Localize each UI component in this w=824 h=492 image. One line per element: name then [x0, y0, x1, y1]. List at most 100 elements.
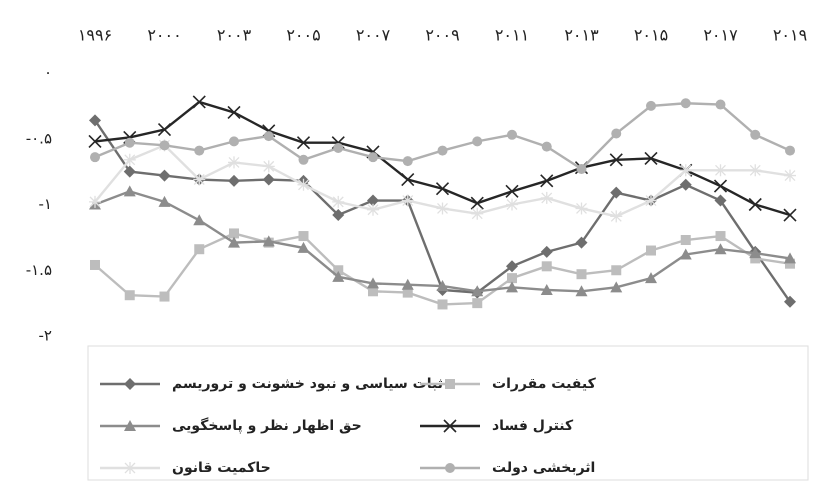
- data-point: [679, 164, 692, 177]
- data-point: [401, 194, 414, 207]
- data-point: [785, 145, 795, 156]
- data-point: [333, 265, 344, 276]
- data-point: [159, 140, 170, 151]
- data-point: [611, 265, 622, 276]
- data-point: [506, 198, 518, 211]
- x-tick-label: ۲۰۱۷: [703, 26, 738, 45]
- data-point: [611, 128, 622, 139]
- data-point: [193, 173, 206, 186]
- data-point: [715, 99, 726, 110]
- data-point: [158, 169, 171, 182]
- data-point: [401, 278, 414, 290]
- data-point: [715, 231, 726, 242]
- data-point: [575, 285, 588, 297]
- data-point: [541, 141, 552, 152]
- x-tick-label: ۲۰۰۰: [147, 26, 181, 45]
- data-point: [298, 154, 309, 165]
- data-point: [784, 252, 796, 264]
- data-point: [193, 214, 206, 226]
- data-point: [610, 281, 623, 293]
- data-point: [159, 291, 170, 302]
- data-point: [123, 165, 136, 178]
- x-tick-label: ۲۰۰۷: [356, 26, 391, 45]
- data-point: [540, 283, 553, 295]
- data-point: [88, 134, 102, 148]
- series-line: [94, 100, 791, 217]
- data-point: [262, 235, 275, 247]
- legend-label: کیفیت مقررات: [492, 376, 597, 392]
- data-point: [228, 156, 240, 169]
- x-tick-label: ۲۰۰۵: [286, 26, 320, 45]
- data-point: [123, 185, 136, 197]
- x-tick-label: ۲۰۱۱: [495, 26, 529, 45]
- x-tick-label: ۲۰۱۹: [773, 26, 807, 45]
- data-point: [367, 194, 379, 207]
- data-point: [646, 245, 656, 256]
- data-point: [332, 209, 345, 222]
- data-point: [679, 248, 692, 260]
- data-point: [157, 122, 172, 137]
- data-point: [646, 100, 656, 111]
- data-point: [644, 151, 658, 166]
- legend-label: حاکمیت قانون: [172, 460, 271, 476]
- data-point: [229, 228, 239, 239]
- data-point: [472, 298, 483, 309]
- data-point: [713, 179, 728, 193]
- data-point: [435, 182, 450, 196]
- data-point: [609, 153, 623, 167]
- data-point: [540, 245, 553, 258]
- data-point: [124, 137, 135, 148]
- data-point: [680, 235, 691, 246]
- data-point: [296, 136, 311, 150]
- data-point: [262, 173, 275, 186]
- data-point: [368, 286, 378, 297]
- series-line: [94, 102, 791, 171]
- data-point: [749, 247, 762, 259]
- data-point: [401, 172, 415, 187]
- data-point: [714, 194, 727, 207]
- legend-marker: [124, 378, 136, 390]
- data-point: [194, 244, 205, 255]
- data-point: [228, 174, 240, 187]
- data-point: [471, 285, 484, 297]
- data-point: [262, 160, 275, 173]
- data-point: [297, 178, 310, 191]
- data-point: [229, 136, 239, 147]
- legend-label: اثربخشی دولت: [492, 460, 595, 476]
- data-point: [576, 269, 587, 280]
- data-point: [506, 260, 518, 273]
- data-point: [436, 202, 449, 215]
- data-point: [783, 208, 797, 222]
- x-tick-label: ۲۰۱۳: [564, 26, 599, 45]
- data-point: [576, 163, 587, 174]
- data-point: [332, 270, 345, 282]
- data-point: [89, 195, 101, 208]
- data-point: [194, 145, 205, 156]
- x-tick-label: ۱۹۹۶: [78, 26, 112, 45]
- data-point: [123, 153, 136, 166]
- data-point: [297, 241, 310, 253]
- data-point: [227, 105, 241, 120]
- data-point: [645, 272, 657, 284]
- data-point: [610, 210, 623, 223]
- data-point: [228, 236, 240, 248]
- data-point: [436, 280, 449, 292]
- data-point: [750, 129, 761, 140]
- data-point: [437, 145, 448, 156]
- data-point: [784, 169, 796, 182]
- data-point: [90, 259, 100, 270]
- data-point: [714, 164, 727, 177]
- y-tick-label: -۰.۵: [26, 129, 52, 147]
- y-tick-label: -۱.۵: [26, 261, 52, 279]
- data-point: [263, 131, 274, 142]
- data-point: [748, 197, 762, 212]
- data-point: [192, 95, 206, 109]
- x-tick-label: ۲۰۰۹: [425, 26, 459, 45]
- data-point: [507, 129, 517, 140]
- data-point: [402, 156, 413, 167]
- data-point: [472, 136, 483, 147]
- x-tick-label: ۲۰۰۳: [217, 26, 252, 45]
- data-point: [540, 191, 553, 204]
- data-point: [367, 203, 379, 216]
- data-point: [749, 164, 762, 177]
